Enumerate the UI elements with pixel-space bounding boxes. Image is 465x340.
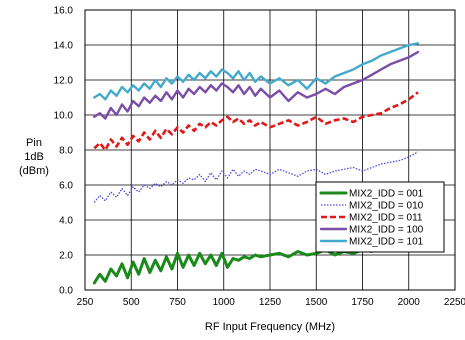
y-tick-label: 16.0 xyxy=(54,6,74,17)
legend-label-2: MIX2_IDD = 011 xyxy=(349,213,423,224)
legend-label-4: MIX2_IDD = 101 xyxy=(349,237,424,248)
y-tick-label: 12.0 xyxy=(54,76,74,87)
x-tick-label: 1000 xyxy=(213,297,236,308)
y-tick-label: 10.0 xyxy=(54,111,74,122)
legend-label-1: MIX2_IDD = 010 xyxy=(349,201,424,212)
y-tick-label: 14.0 xyxy=(54,41,74,52)
series-line-2 xyxy=(93,91,419,152)
series-line-3 xyxy=(93,50,420,120)
x-tick-label: 2000 xyxy=(398,297,421,308)
x-tick-label: 2250 xyxy=(444,297,465,308)
y-axis-ticks: 0.0 2.0 4.0 6.0 8.0 10.0 12.0 14.0 16.0 xyxy=(54,6,74,297)
y-axis-label-line-2: 1dB xyxy=(24,151,44,163)
x-tick-label: 1500 xyxy=(305,297,328,308)
x-tick-label: 1750 xyxy=(351,297,374,308)
legend-label-3: MIX2_IDD = 100 xyxy=(349,225,424,236)
x-axis-ticks: 250 500 750 1000 1250 1500 1750 2000 2250 xyxy=(77,297,465,308)
plot-area xyxy=(84,9,456,291)
series-line-4 xyxy=(93,42,420,101)
y-tick-label: 8.0 xyxy=(59,146,73,157)
y-tick-label: 2.0 xyxy=(59,251,73,262)
y-tick-label: 6.0 xyxy=(59,181,73,192)
legend-label-0: MIX2_IDD = 001 xyxy=(349,189,424,200)
y-tick-label: 4.0 xyxy=(59,216,73,227)
y-axis-label-line-1: Pin xyxy=(26,137,42,149)
x-tick-label: 1250 xyxy=(259,297,282,308)
y-tick-label: 0.0 xyxy=(59,286,73,297)
x-tick-label: 250 xyxy=(77,297,94,308)
x-tick-label: 500 xyxy=(123,297,140,308)
series-line-1 xyxy=(93,151,419,203)
x-axis-label: RF Input Frequency (MHz) xyxy=(205,321,335,333)
y-axis-label-line-3: (dBm) xyxy=(19,165,49,177)
x-tick-label: 750 xyxy=(169,297,186,308)
